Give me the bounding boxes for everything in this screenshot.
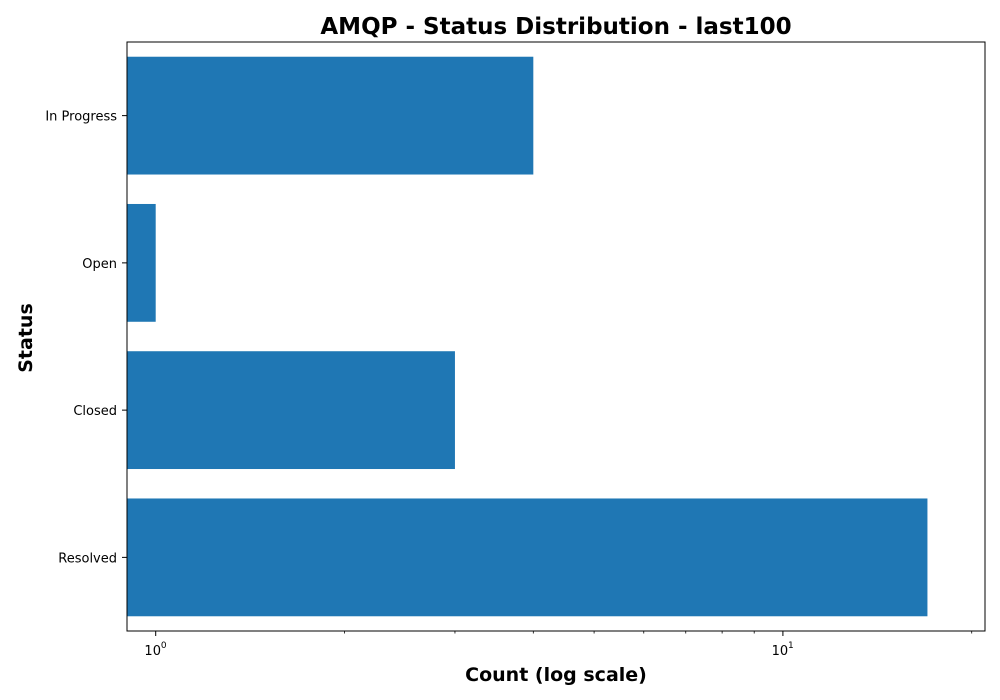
bar-resolved: [127, 498, 928, 617]
y-tick-label: Open: [82, 257, 117, 272]
x-tick-label-exponent: 1: [788, 641, 794, 651]
bars: [127, 56, 928, 617]
x-tick-label-exponent: 0: [161, 641, 167, 651]
bar-open: [127, 203, 156, 322]
y-tick-label: Closed: [73, 404, 117, 419]
x-tick-label: 10: [772, 644, 789, 659]
chart-title: AMQP - Status Distribution - last100: [320, 14, 791, 40]
y-tick-label: Resolved: [58, 551, 117, 566]
x-tick-label: 10: [144, 644, 161, 659]
plot-frame: [126, 41, 986, 632]
x-axis-label: Count (log scale): [465, 664, 647, 686]
y-tick-label: In Progress: [45, 110, 117, 125]
y-axis-label: Status: [15, 303, 37, 373]
bar-in-progress: [127, 56, 534, 175]
bar-closed: [127, 351, 455, 470]
